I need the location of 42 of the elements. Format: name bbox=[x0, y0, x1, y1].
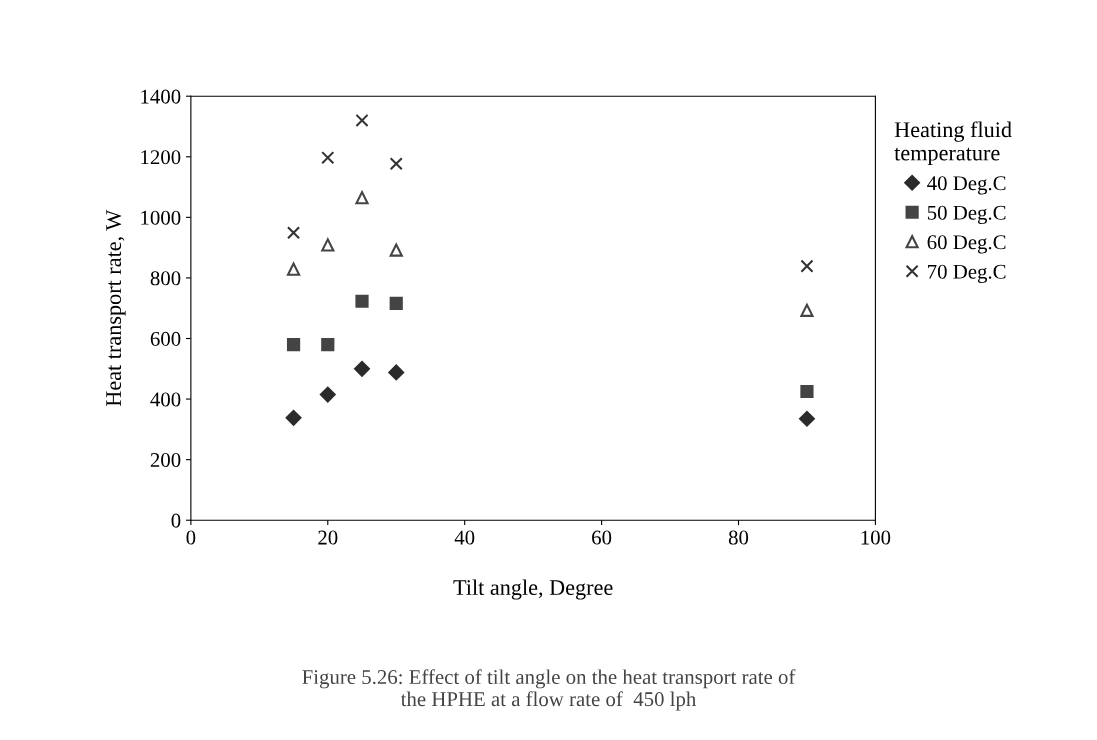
point bbox=[799, 410, 815, 427]
point bbox=[321, 337, 335, 352]
point bbox=[355, 191, 369, 205]
point bbox=[388, 364, 405, 381]
y-tick-label: 1400 bbox=[141, 89, 181, 104]
x-tick-label: 100 bbox=[861, 530, 891, 545]
point bbox=[355, 113, 369, 128]
y-tick-label: 1200 bbox=[141, 150, 181, 165]
point bbox=[354, 360, 370, 377]
x-tick-label: 60 bbox=[592, 530, 612, 545]
legend-label: 60 Deg.C bbox=[927, 235, 1006, 254]
caption: Figure 5.26: Effect of tilt angle on the heat transport rate of the HPHE at a flow rate of 450 lph bbox=[302, 669, 796, 711]
x-tick-label: 20 bbox=[318, 530, 338, 545]
point bbox=[389, 243, 403, 257]
legend-label: 40 Deg.C bbox=[927, 176, 1006, 195]
y-tick-label: 600 bbox=[150, 331, 181, 346]
point bbox=[286, 262, 301, 276]
x-axis-title: Tilt angle, Degree bbox=[453, 579, 613, 600]
point bbox=[800, 384, 814, 399]
point bbox=[800, 259, 814, 273]
point bbox=[355, 294, 369, 308]
point bbox=[286, 337, 301, 352]
point bbox=[800, 303, 814, 317]
y-tick-label: 1000 bbox=[141, 210, 181, 225]
point bbox=[389, 296, 403, 310]
point bbox=[321, 151, 335, 165]
x-tick-label: 40 bbox=[454, 530, 475, 545]
y-tick-label: 800 bbox=[150, 271, 181, 286]
x-tick-label: 80 bbox=[728, 530, 749, 545]
point bbox=[321, 238, 335, 252]
point bbox=[389, 157, 403, 171]
point bbox=[285, 409, 302, 426]
y-tick-label: 0 bbox=[171, 513, 181, 528]
legend-label: 50 Deg.C bbox=[927, 205, 1006, 225]
y-tick-label: 400 bbox=[150, 392, 181, 407]
x-tick-label: 0 bbox=[186, 530, 196, 545]
y-axis-title: Heat transport rate, W bbox=[106, 209, 126, 407]
point bbox=[286, 226, 301, 240]
point bbox=[319, 386, 336, 403]
legend-title: Heating fluid temperature bbox=[894, 121, 1012, 166]
y-tick-label: 200 bbox=[150, 453, 181, 468]
legend-label: 70 Deg.C bbox=[928, 264, 1006, 284]
